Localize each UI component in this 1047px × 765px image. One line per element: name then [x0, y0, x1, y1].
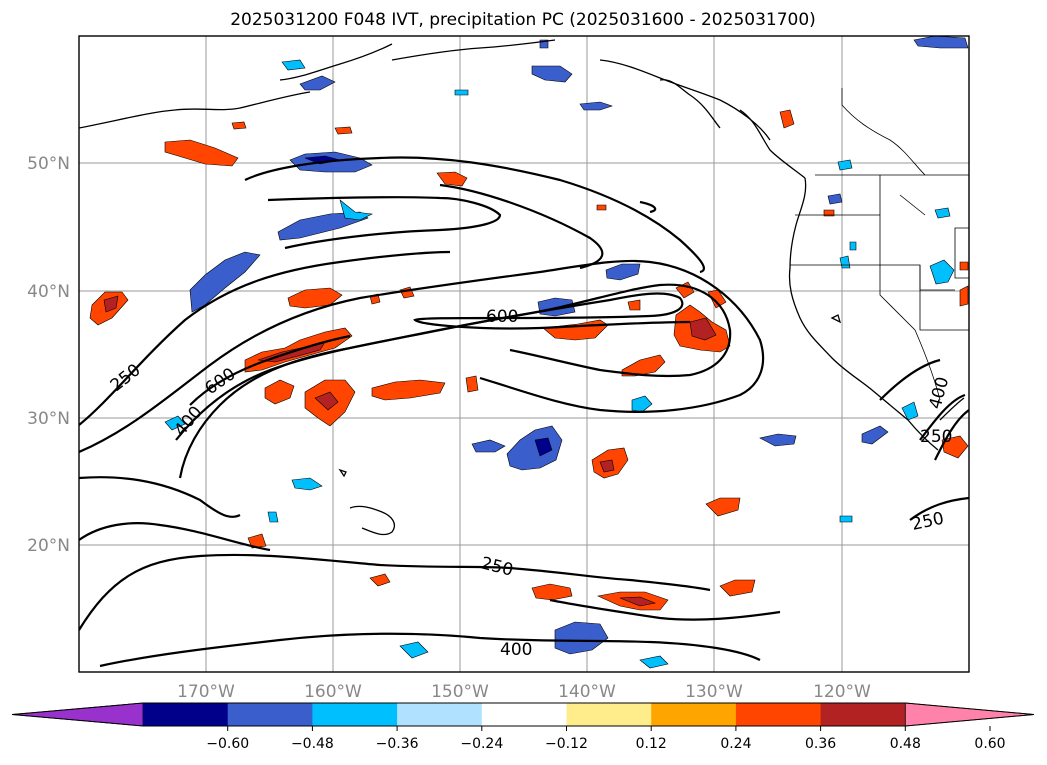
lon-label: 120°W: [813, 682, 871, 702]
lon-label: 160°W: [304, 682, 362, 702]
colorbar-tick-label: −0.12: [545, 736, 588, 752]
coastlines: [79, 39, 965, 536]
colorbar-segment: [651, 703, 737, 726]
map-frame: [78, 35, 970, 673]
longitude-labels: 170°W 160°W 150°W 140°W 130°W 120°W: [177, 682, 871, 702]
colorbar-tick-label: 0.36: [805, 736, 836, 752]
plot-title: 2025031200 F048 IVT, precipitation PC (2…: [230, 10, 816, 30]
colorbar-extend-low: [11, 702, 144, 727]
colorbar-segment: [397, 703, 483, 726]
contour-label: 600: [486, 307, 518, 327]
colorbar-segment: [820, 703, 906, 726]
colorbar-tick-label: 0.60: [974, 736, 1005, 752]
lat-label: 40°N: [27, 282, 70, 302]
lat-label: 30°N: [27, 409, 70, 429]
lon-label: 170°W: [177, 682, 235, 702]
lat-label: 20°N: [27, 536, 70, 556]
colorbar-tick-label: −0.36: [376, 736, 419, 752]
contour-label: 250: [920, 427, 952, 447]
lat-label: 50°N: [27, 154, 70, 174]
lon-label: 140°W: [558, 682, 616, 702]
colorbar-segment: [566, 703, 652, 726]
colorbar-tick-label: −0.48: [291, 736, 334, 752]
latitude-labels: 20°N 30°N 40°N 50°N: [27, 154, 70, 556]
contour-label: 400: [500, 640, 532, 660]
colorbar-segment: [312, 703, 398, 726]
lon-label: 150°W: [431, 682, 489, 702]
colorbar-segment: [143, 703, 229, 726]
colorbar-tick-label: 0.48: [890, 736, 921, 752]
graticule: [79, 36, 969, 672]
colorbar-tick-label: −0.60: [206, 736, 249, 752]
colorbar-segment: [735, 703, 822, 726]
colorbar-tick-label: 0.24: [720, 736, 751, 752]
ivt-contours: [79, 156, 969, 668]
colorbar: −0.60 −0.48 −0.36 −0.24 −0.12 0.12 0.24 0.36 0.4…: [11, 702, 1035, 752]
colorbar-tick-label: −0.24: [460, 736, 503, 752]
colorbar-extend-high: [904, 702, 1035, 727]
colorbar-segment: [227, 703, 313, 726]
lon-label: 130°W: [685, 682, 743, 702]
colorbar-outline: [11, 702, 1035, 727]
political-borders: [790, 88, 969, 401]
colorbar-tick-label: 0.12: [636, 736, 667, 752]
colorbar-segment: [481, 703, 567, 726]
